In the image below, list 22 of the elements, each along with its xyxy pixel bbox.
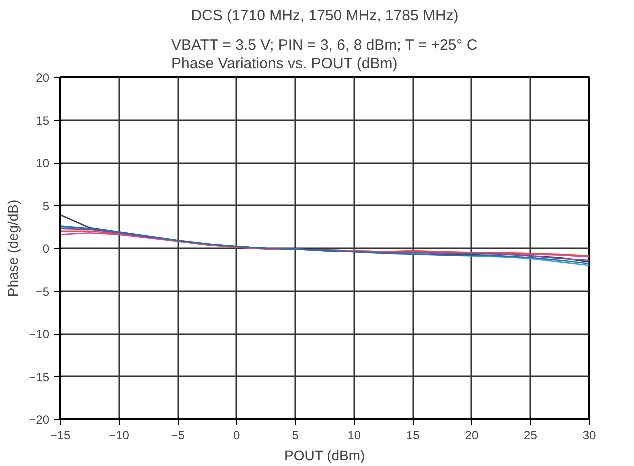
x-tick-label: −5 xyxy=(171,428,186,442)
y-tick-label: −5 xyxy=(36,284,50,299)
y-axis-title: Phase (deg/dB) xyxy=(5,200,22,298)
y-tick-label: −20 xyxy=(29,413,50,427)
y-tick-label: −10 xyxy=(29,328,50,342)
y-tick-label: 5 xyxy=(42,199,50,214)
y-tick-label: −15 xyxy=(29,370,50,384)
chart-title: DCS (1710 MHz, 1750 MHz, 1785 MHz) xyxy=(191,8,459,24)
y-tick-label: 10 xyxy=(36,156,50,170)
y-tick-label: 20 xyxy=(36,71,50,85)
x-tick-label: 0 xyxy=(233,428,240,442)
y-tick-label: 15 xyxy=(36,114,50,128)
chart-subtitle: VBATT = 3.5 V; PIN = 3, 6, 8 dBm; T = +25° C Phase Variations vs. POUT (dBm) xyxy=(172,36,478,72)
x-tick-label: 20 xyxy=(465,428,479,442)
x-tick-label: 25 xyxy=(524,428,538,442)
y-tick-label: 0 xyxy=(42,242,50,256)
x-tick-label: 5 xyxy=(292,428,300,442)
x-tick-label: 15 xyxy=(406,428,420,442)
x-tick-label: −10 xyxy=(109,428,130,442)
x-axis-title: POUT (dBm) xyxy=(284,448,366,464)
x-tick-label: 10 xyxy=(348,428,362,442)
x-tick-label: 30 xyxy=(582,428,596,442)
